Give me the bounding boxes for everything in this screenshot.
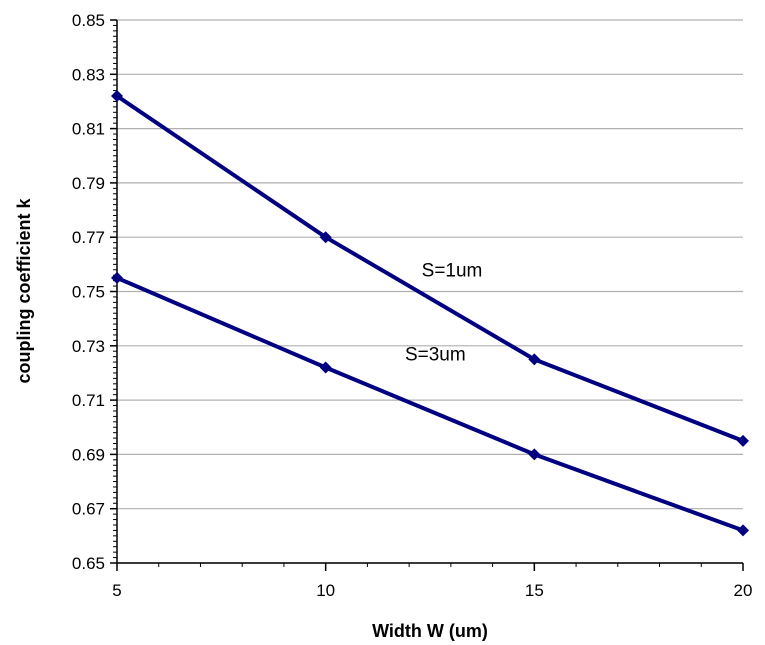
data-point (528, 353, 541, 366)
series-labels: S=1um S=3um (405, 261, 482, 366)
gridlines (117, 19, 743, 564)
series-line-1 (115, 94, 745, 443)
x-axis-title: Width W (um) (372, 621, 488, 641)
y-axis-title: coupling coefficient k (14, 198, 34, 384)
x-tick-label: 10 (316, 581, 335, 600)
y-tick-label: 0.85 (72, 11, 105, 30)
x-tick-label: 15 (525, 581, 544, 600)
data-point (319, 361, 332, 374)
y-tick-label: 0.75 (72, 283, 105, 302)
y-tick-label: 0.69 (72, 445, 105, 464)
y-tick-label: 0.67 (72, 500, 105, 519)
series-label-1: S=1um (422, 261, 483, 282)
y-tick-label: 0.65 (72, 554, 105, 573)
x-tick-label: 5 (112, 581, 121, 600)
data-point (737, 524, 749, 537)
y-tick-label: 0.77 (72, 228, 105, 247)
data-point (319, 231, 332, 244)
y-tick-label: 0.81 (72, 120, 105, 139)
data-point (111, 271, 123, 284)
series-group (111, 90, 749, 537)
y-tick-label: 0.79 (72, 174, 105, 193)
y-tick-label: 0.71 (72, 391, 105, 410)
data-point (737, 434, 749, 447)
data-point (528, 448, 541, 461)
series-label-2: S=3um (405, 345, 466, 366)
axes (110, 19, 744, 571)
y-tick-label: 0.83 (72, 65, 105, 84)
series-line-2 (115, 275, 745, 533)
x-tick-label: 20 (734, 581, 753, 600)
data-point (111, 90, 123, 103)
y-tick-label: 0.73 (72, 337, 105, 356)
tick-labels: 0.65 0.67 0.69 0.71 0.73 0.75 0.77 0.79 0.81 0.83… (72, 11, 753, 600)
